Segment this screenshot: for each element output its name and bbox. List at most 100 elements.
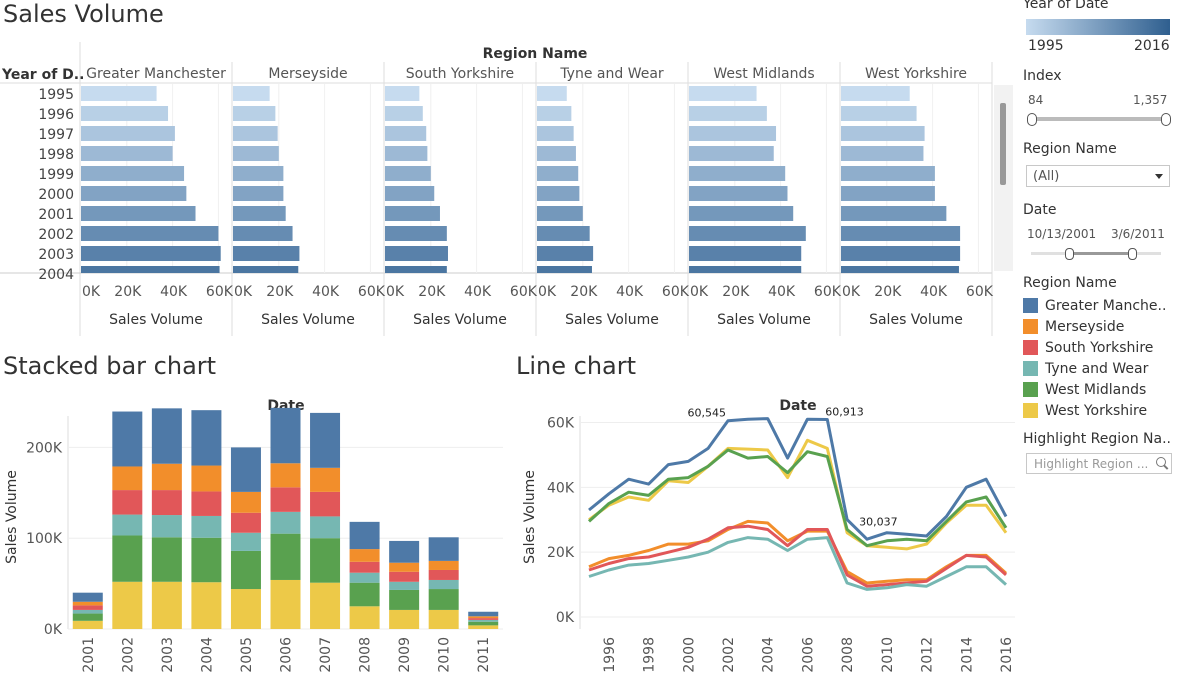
legend-item[interactable]: West Midlands bbox=[1023, 380, 1146, 399]
x-tick-label: 2000 bbox=[681, 637, 697, 673]
date-slider-min-handle[interactable] bbox=[1065, 248, 1074, 260]
x-tick-label: 2007 bbox=[318, 637, 334, 673]
stacked-bar-segment bbox=[270, 511, 301, 534]
legend-item[interactable]: Greater Manche.. bbox=[1023, 296, 1166, 315]
x-axis-label: Sales Volume bbox=[565, 312, 659, 328]
scrollbar-thumb[interactable] bbox=[1000, 103, 1006, 185]
sales-bar bbox=[689, 246, 802, 261]
stacked-bar-segment bbox=[270, 463, 301, 488]
legend-label: Merseyside bbox=[1045, 318, 1125, 335]
year-label: 1997 bbox=[38, 127, 74, 143]
stacked-bar-segment bbox=[151, 408, 182, 464]
stacked-bar-segment bbox=[72, 605, 103, 610]
sales-bar bbox=[841, 206, 947, 221]
index-slider-max-handle[interactable] bbox=[1161, 113, 1171, 126]
stacked-bar-segment bbox=[191, 465, 222, 492]
stacked-bar-segment bbox=[270, 579, 301, 629]
stacked-bar-segment bbox=[191, 491, 222, 516]
stacked-bar-segment bbox=[389, 540, 420, 563]
legend-swatch bbox=[1023, 403, 1038, 418]
stacked-bar-segment bbox=[428, 560, 459, 570]
legend-item[interactable]: West Yorkshire bbox=[1023, 401, 1147, 420]
x-tick-label: 60K bbox=[966, 284, 994, 300]
sales-bar bbox=[841, 166, 935, 181]
stacked-bar-segment bbox=[72, 592, 103, 602]
stacked-bar-segment bbox=[112, 581, 143, 629]
stacked-bar-segment bbox=[428, 579, 459, 590]
region-panel-title: Merseyside bbox=[268, 66, 347, 82]
data-annotation: 60,545 bbox=[688, 407, 727, 420]
sales-bar bbox=[233, 146, 279, 161]
stacked-bar-segment bbox=[468, 619, 499, 622]
index-slider-track[interactable] bbox=[1031, 117, 1167, 121]
sales-bar bbox=[385, 226, 447, 241]
highlight-search-input[interactable]: Highlight Region ... bbox=[1026, 453, 1172, 474]
series-line bbox=[588, 438, 1008, 551]
x-tick-label: 20K bbox=[418, 284, 446, 300]
stacked-bar-segment bbox=[72, 609, 103, 614]
stacked-bar-segment bbox=[310, 582, 341, 629]
region-dropdown[interactable]: (All) bbox=[1026, 165, 1170, 187]
x-tick-label: 2016 bbox=[999, 637, 1015, 673]
year-color-ramp bbox=[1026, 19, 1170, 35]
sales-bar bbox=[689, 166, 786, 181]
x-tick-label: 20K bbox=[722, 284, 750, 300]
y-tick-label: 20K bbox=[547, 545, 575, 561]
x-tick-label: 2011 bbox=[476, 637, 492, 673]
sales-bar bbox=[689, 86, 757, 101]
stacked-bar-segment bbox=[230, 532, 261, 551]
sales-bar bbox=[841, 146, 924, 161]
index-slider-min-handle[interactable] bbox=[1027, 113, 1037, 126]
sales-bar bbox=[537, 166, 579, 181]
stacked-bar-segment bbox=[151, 463, 182, 491]
legend-item[interactable]: Tyne and Wear bbox=[1023, 359, 1148, 378]
stacked-bar-segment bbox=[151, 537, 182, 582]
index-max-label: 1,357 bbox=[1133, 93, 1168, 107]
stacked-bar-segment bbox=[349, 582, 380, 607]
region-header: Region Name bbox=[483, 46, 588, 62]
x-tick-label: 60K bbox=[358, 284, 386, 300]
scrollbar-track[interactable] bbox=[994, 85, 1013, 271]
year-label: 1995 bbox=[38, 87, 74, 103]
date-slider-range[interactable] bbox=[1069, 252, 1133, 255]
y-tick-label: 60K bbox=[547, 415, 575, 431]
x-tick-label: 0K bbox=[690, 284, 709, 300]
y-tick-label: 0K bbox=[556, 610, 575, 626]
stacked-bar-segment bbox=[310, 412, 341, 468]
sales-bar bbox=[81, 146, 173, 161]
x-tick-label: 1996 bbox=[602, 637, 618, 673]
y-tick-label: 200K bbox=[26, 440, 63, 456]
sales-bar bbox=[385, 166, 431, 181]
x-tick-label: 0K bbox=[234, 284, 253, 300]
x-tick-label: 0K bbox=[842, 284, 861, 300]
region-panel-title: Greater Manchester bbox=[86, 66, 226, 82]
stacked-bar-segment bbox=[151, 490, 182, 516]
sales-bar bbox=[233, 266, 299, 273]
legend-item[interactable]: South Yorkshire bbox=[1023, 338, 1153, 357]
legend-swatch bbox=[1023, 361, 1038, 376]
line-chart-title: Line chart bbox=[516, 352, 637, 380]
legend-label: South Yorkshire bbox=[1045, 339, 1154, 356]
x-tick-label: 2008 bbox=[840, 637, 856, 673]
region-panel-bars bbox=[233, 86, 300, 273]
sales-bar bbox=[537, 246, 594, 261]
date-slider-max-handle[interactable] bbox=[1128, 248, 1137, 260]
stacked-bar-segment bbox=[310, 516, 341, 539]
x-axis-label: Sales Volume bbox=[869, 312, 963, 328]
year-label: 1996 bbox=[38, 107, 74, 123]
stacked-bar-segment bbox=[310, 467, 341, 492]
stacked-bar-segment bbox=[230, 491, 261, 513]
sales-bar bbox=[537, 86, 567, 101]
sales-bar bbox=[385, 106, 423, 121]
sales-bar bbox=[233, 246, 300, 261]
legend-swatch bbox=[1023, 340, 1038, 355]
stacked-bar-segment bbox=[468, 618, 499, 620]
stacked-bar-segment bbox=[428, 569, 459, 580]
stacked-bar-segment bbox=[270, 407, 301, 464]
series-line bbox=[588, 536, 1008, 591]
x-tick-label: 2004 bbox=[761, 637, 777, 673]
x-tick-label: 2006 bbox=[800, 637, 816, 673]
stacked-bar-segment bbox=[310, 491, 341, 517]
legend-item[interactable]: Merseyside bbox=[1023, 317, 1124, 336]
sales-bar bbox=[689, 186, 788, 201]
